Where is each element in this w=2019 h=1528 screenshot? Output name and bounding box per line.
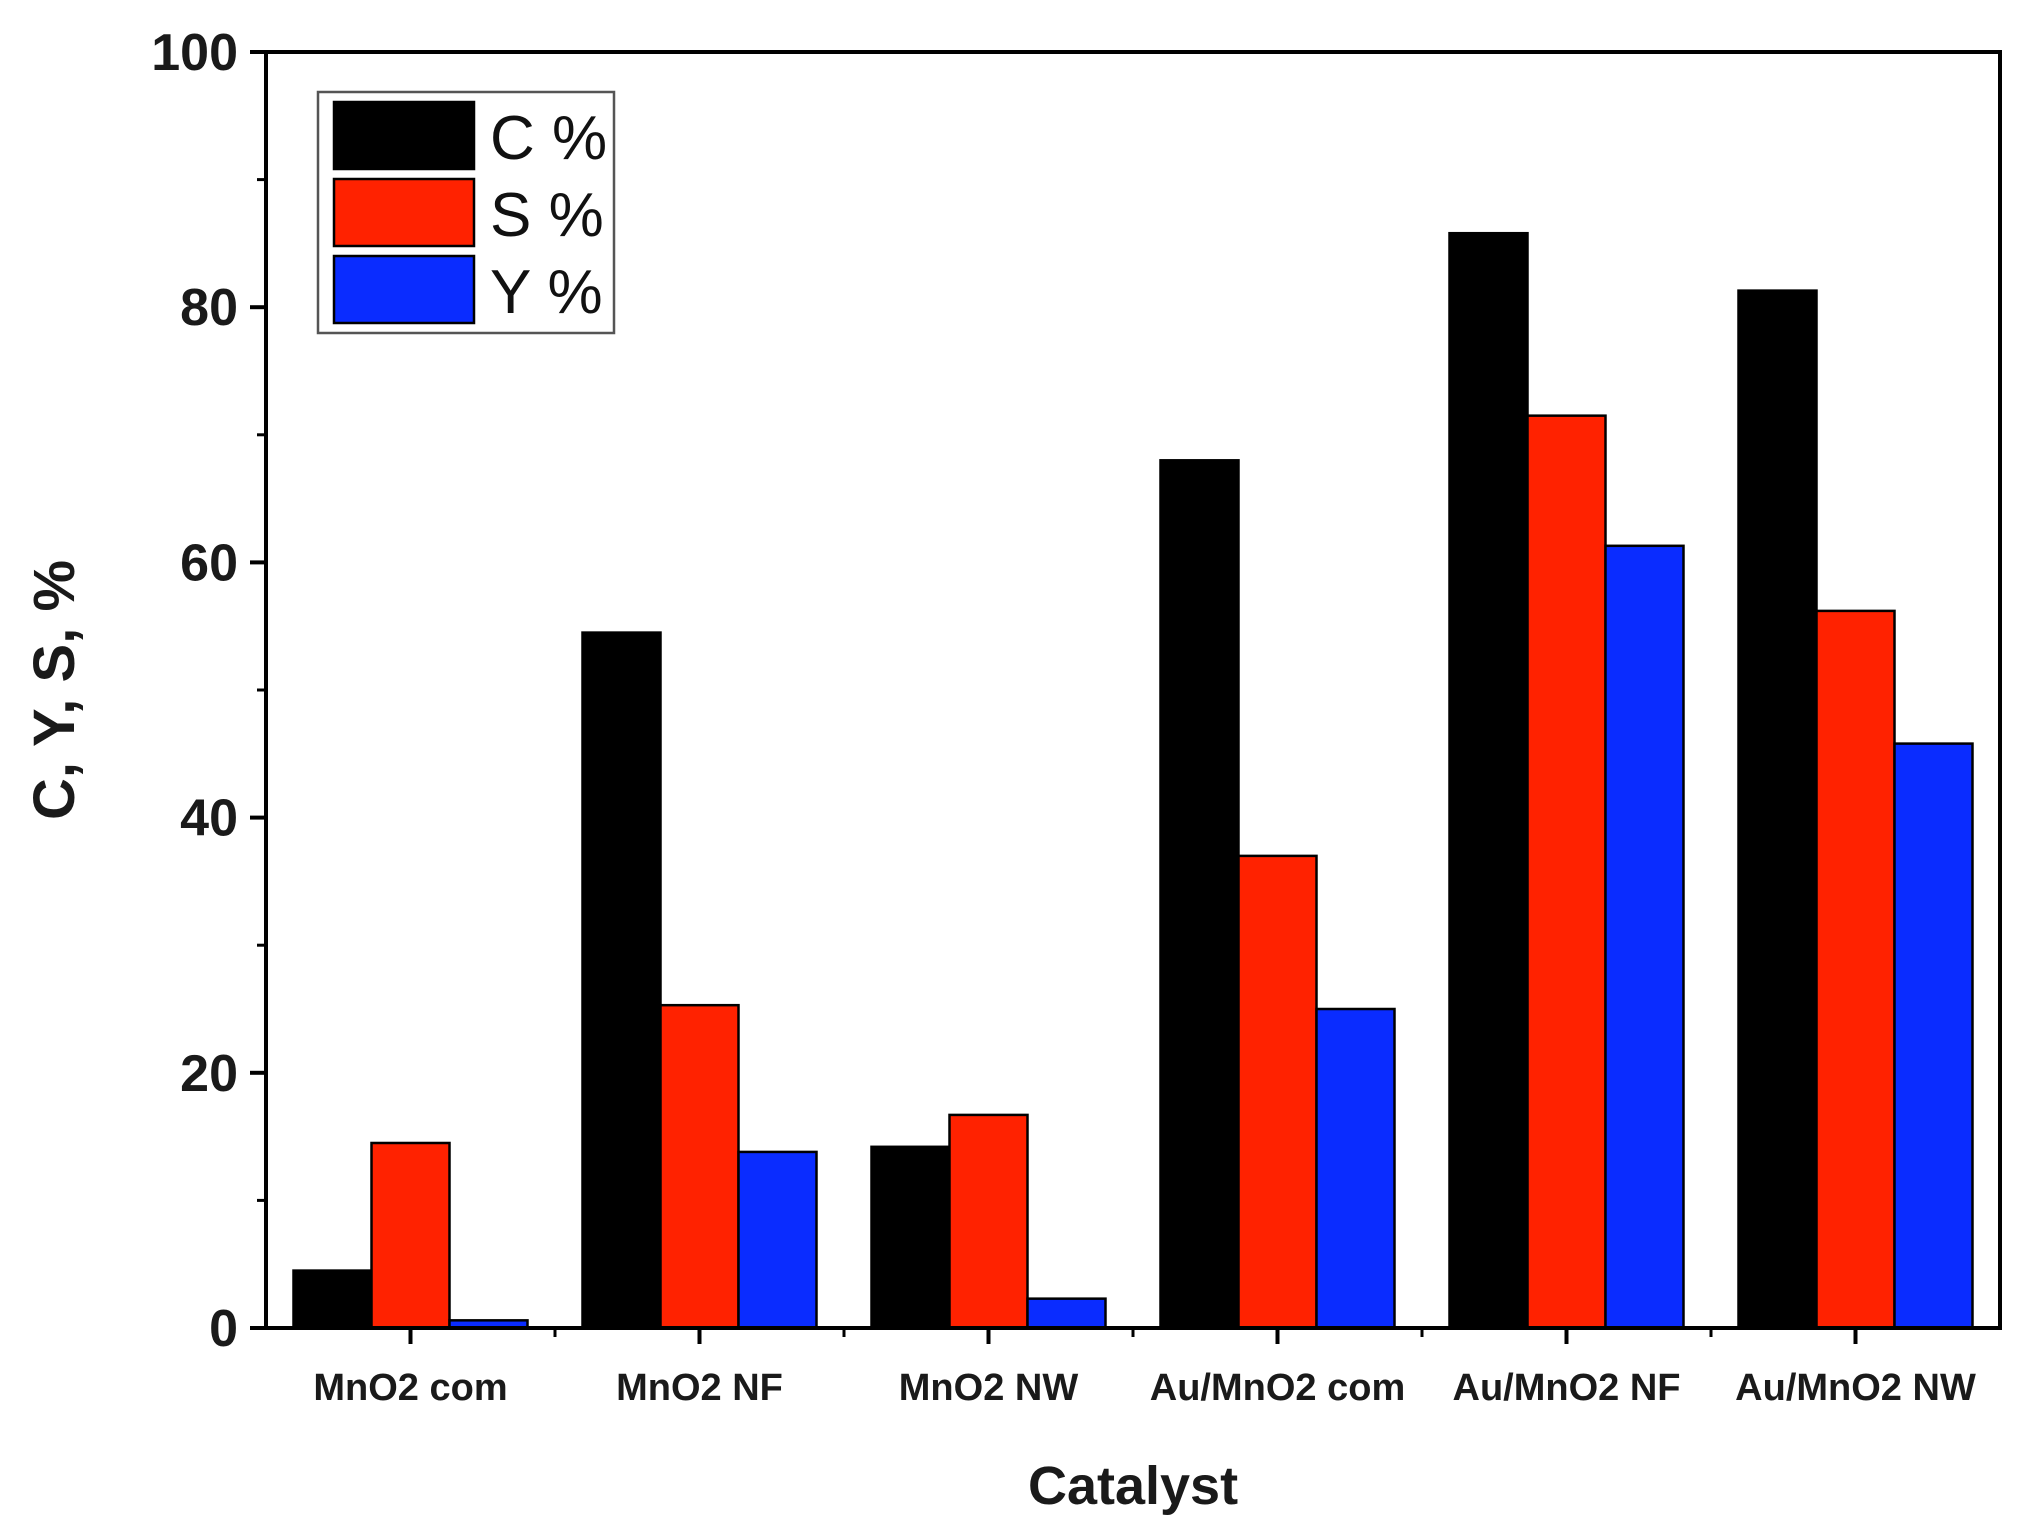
bar-c-2	[870, 1145, 951, 1330]
x-tick-label: Au/MnO2 NF	[1453, 1367, 1681, 1409]
bar-s-4	[1526, 414, 1607, 1330]
bar-s-3	[1237, 854, 1318, 1330]
x-tick-label: Au/MnO2 NW	[1735, 1367, 1976, 1409]
bar-c-3	[1159, 459, 1240, 1330]
y-tick-label: 0	[209, 1300, 238, 1358]
y-tick-label: 100	[151, 24, 238, 82]
legend-label: C %	[490, 104, 607, 173]
bar-c-1	[581, 631, 662, 1330]
bar-c-4	[1448, 231, 1529, 1330]
bar-s-2	[948, 1113, 1029, 1330]
x-axis-title: Catalyst	[1028, 1456, 1238, 1516]
y-tick-label: 60	[180, 534, 238, 592]
bar-y-5	[1893, 742, 1974, 1330]
legend-swatch	[332, 254, 476, 325]
bar-y-4	[1604, 544, 1685, 1330]
bar-y-3	[1315, 1007, 1396, 1330]
y-axis-title: C, Y, S, %	[22, 560, 87, 820]
legend: C % S % Y %	[316, 90, 616, 335]
x-tick-label: MnO2 NF	[616, 1367, 783, 1409]
bar-y-2	[1026, 1297, 1107, 1330]
bar-s-5	[1815, 609, 1896, 1330]
legend-label: Y %	[490, 258, 603, 327]
y-tick-label: 40	[180, 790, 238, 848]
legend-swatch	[332, 177, 476, 248]
x-tick-label: Au/MnO2 com	[1150, 1367, 1405, 1409]
bar-c-5	[1737, 289, 1818, 1330]
axes-layer: 0 20 40 60 80 100 MnO2 com MnO2 NF MnO2 NW Au/MnO…	[151, 24, 1976, 1409]
x-tick-label: MnO2 NW	[899, 1367, 1079, 1409]
legend-label: S %	[490, 181, 604, 250]
bar-y-1	[737, 1150, 818, 1330]
bar-c-0	[292, 1269, 373, 1330]
y-tick-label: 80	[180, 279, 238, 337]
y-tick-label: 20	[180, 1045, 238, 1103]
legend-swatch	[332, 100, 476, 171]
bars-layer	[292, 231, 1974, 1330]
x-tick-label: MnO2 com	[313, 1367, 507, 1409]
bar-s-1	[659, 1003, 740, 1330]
bar-s-0	[370, 1141, 451, 1330]
